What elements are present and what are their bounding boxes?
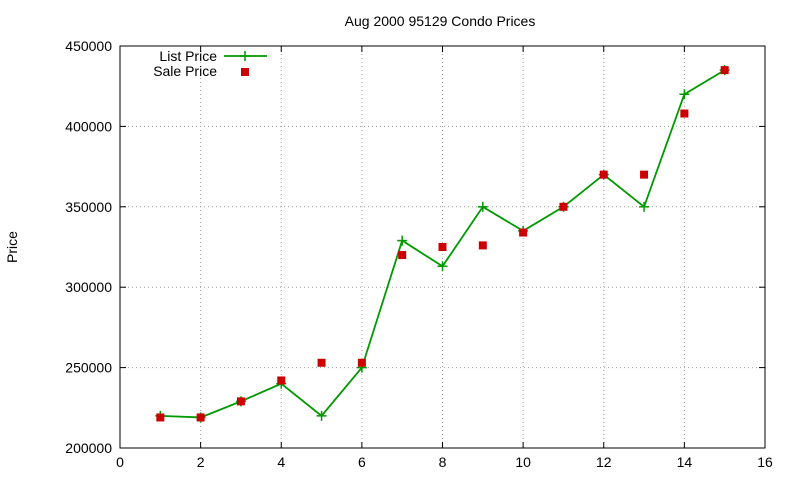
y-tick-label: 450000 <box>65 38 112 54</box>
x-tick-label: 10 <box>515 454 531 470</box>
sale-price-point <box>156 413 165 422</box>
x-tick-label: 12 <box>596 454 612 470</box>
y-tick-label: 300000 <box>65 279 112 295</box>
x-tick-label: 4 <box>277 454 285 470</box>
x-tick-label: 14 <box>677 454 693 470</box>
sale-price-point <box>640 170 649 179</box>
sale-price-point <box>357 358 366 367</box>
x-tick-label: 0 <box>116 454 124 470</box>
list-price-point <box>679 89 690 100</box>
list-price-point <box>639 201 650 212</box>
legend-mark-list-price <box>240 51 250 61</box>
y-tick-label: 250000 <box>65 360 112 376</box>
sale-price-point <box>680 109 689 118</box>
legend-label-list-price: List Price <box>159 48 217 64</box>
sale-price-point <box>236 397 245 406</box>
legend-mark-sale-price <box>241 68 249 76</box>
sale-price-point <box>599 170 608 179</box>
sale-price-point <box>720 66 729 75</box>
legend: List Price Sale Price <box>153 48 267 79</box>
list-price-point <box>477 201 488 212</box>
y-tick-label: 400000 <box>65 118 112 134</box>
axis-ticks: 0 2 4 6 8 10 12 14 16 200000 250000 300000 350000 400… <box>65 38 773 470</box>
sale-price-point <box>559 202 568 211</box>
list-price-point <box>397 235 408 246</box>
list-price-point <box>437 261 448 272</box>
x-tick-label: 16 <box>757 454 773 470</box>
sale-price-point <box>478 241 487 250</box>
sale-price-point <box>438 243 447 251</box>
sale-price-point <box>277 376 286 385</box>
y-tick-label: 200000 <box>65 440 112 456</box>
sale-price-point <box>317 358 326 367</box>
sale-price-point <box>519 228 528 237</box>
sale-price-point <box>398 251 407 260</box>
sale-price-point <box>196 413 205 422</box>
y-axis-label: Price <box>4 231 20 263</box>
x-tick-label: 8 <box>439 454 447 470</box>
legend-label-sale-price: Sale Price <box>153 63 217 79</box>
list-price-point <box>316 410 327 421</box>
x-tick-label: 6 <box>358 454 366 470</box>
y-tick-label: 350000 <box>65 199 112 215</box>
chart-title: Aug 2000 95129 Condo Prices <box>345 13 536 29</box>
x-tick-label: 2 <box>197 454 205 470</box>
series-layer <box>155 65 730 423</box>
plot-frame <box>119 45 766 449</box>
